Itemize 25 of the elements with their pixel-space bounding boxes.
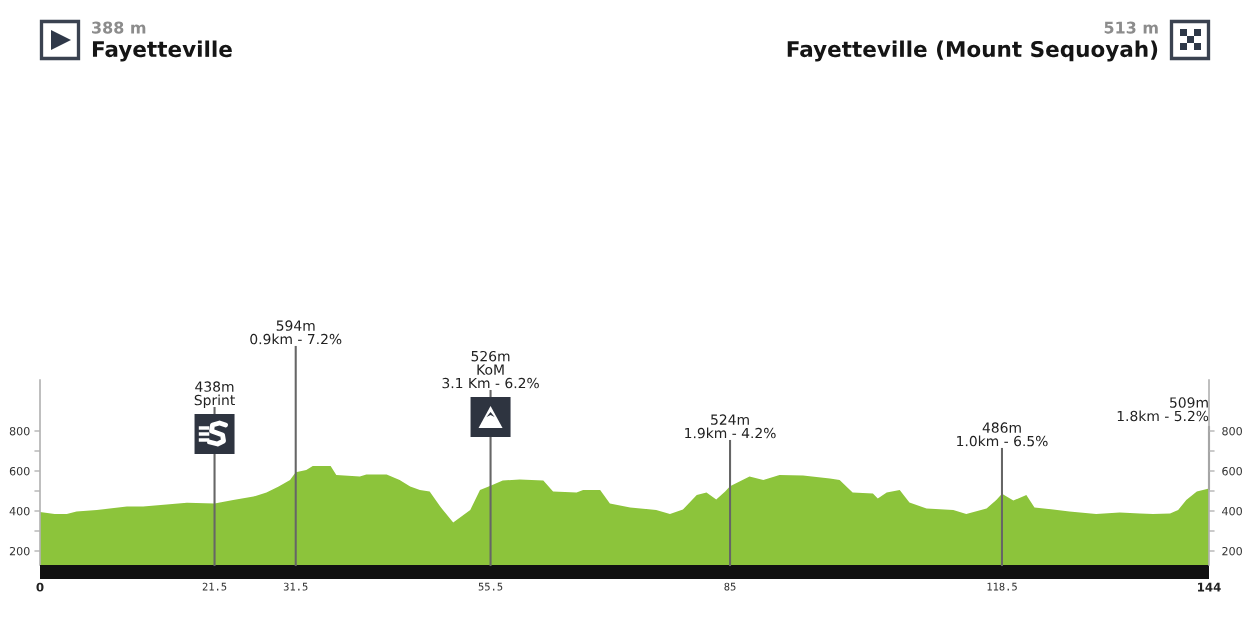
- y-tick-label: 200: [9, 546, 30, 556]
- x-tick-label: 85: [724, 582, 736, 591]
- x-tick-label: 0: [36, 582, 44, 592]
- y2-tick-label: 600: [1222, 466, 1242, 476]
- ref-line-label: 438m Sprint: [194, 381, 235, 408]
- ref-line-label: 524m 1.9km - 4.2%: [685, 414, 776, 439]
- text: 388 m: [92, 21, 146, 34]
- x-tick-label: 144: [1198, 582, 1221, 592]
- text: 513 m: [1104, 21, 1158, 34]
- ref-line-label: 486m 1.0km - 6.5%: [957, 422, 1048, 447]
- x-tick-label: 21.5: [202, 582, 227, 591]
- y2-tick-label: 400: [1222, 506, 1242, 516]
- y2-tick-label: 800: [1222, 426, 1242, 436]
- y-tick-label: 600: [9, 466, 30, 476]
- y2-tick-label: 200: [1222, 546, 1242, 556]
- ref-line-label: 594m 0.9km - 7.2%: [250, 320, 342, 345]
- y-tick-label: 400: [9, 506, 30, 516]
- ref-line-label: 526m KoM 3.1 Km - 6.2%: [442, 350, 539, 389]
- x-tick-label: 118.5: [987, 582, 1017, 591]
- x-tick-label: 55.5: [478, 582, 503, 591]
- x-tick-label: 31.5: [283, 582, 308, 591]
- text: Fayetteville (Mount Sequoyah): [787, 40, 1158, 62]
- y-tick-label: 800: [9, 426, 30, 436]
- annotation: 509m 1.8km - 5.2%: [1117, 397, 1209, 422]
- text: Fayetteville: [92, 40, 232, 62]
